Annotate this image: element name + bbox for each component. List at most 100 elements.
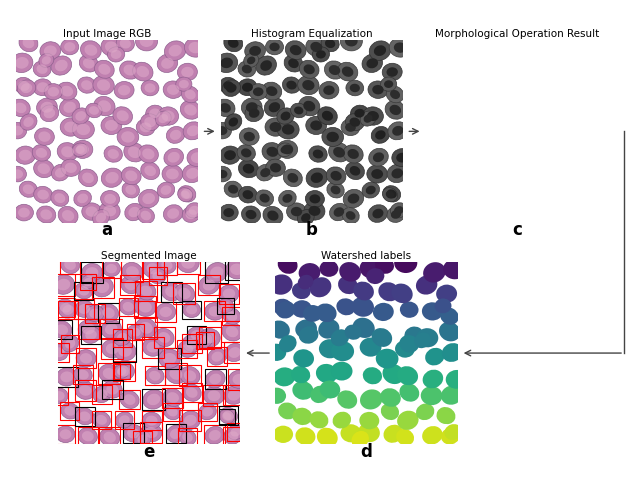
Ellipse shape [17, 80, 36, 96]
Ellipse shape [114, 341, 136, 361]
Ellipse shape [541, 62, 563, 81]
Ellipse shape [259, 194, 269, 202]
Ellipse shape [101, 38, 122, 56]
Ellipse shape [186, 305, 197, 314]
Ellipse shape [302, 80, 314, 90]
Ellipse shape [12, 169, 23, 179]
Ellipse shape [117, 127, 139, 147]
Ellipse shape [249, 84, 268, 100]
Title: Morphological Operation Result: Morphological Operation Result [435, 29, 599, 40]
Ellipse shape [280, 146, 289, 153]
Ellipse shape [63, 305, 74, 315]
Ellipse shape [424, 146, 445, 165]
Ellipse shape [81, 80, 92, 90]
Ellipse shape [316, 50, 326, 58]
Ellipse shape [262, 143, 283, 161]
Ellipse shape [166, 425, 185, 442]
Ellipse shape [15, 78, 33, 94]
Bar [205, 369, 226, 389]
Ellipse shape [278, 190, 296, 206]
Ellipse shape [383, 364, 404, 384]
Ellipse shape [35, 128, 54, 146]
Ellipse shape [349, 118, 360, 127]
Ellipse shape [113, 330, 131, 346]
Ellipse shape [369, 41, 391, 60]
Ellipse shape [93, 210, 109, 226]
Ellipse shape [56, 299, 75, 316]
Bar [178, 428, 196, 446]
Ellipse shape [593, 38, 616, 57]
Ellipse shape [545, 119, 565, 136]
Bar [81, 325, 101, 345]
Ellipse shape [145, 427, 157, 438]
Bar [163, 388, 183, 407]
Ellipse shape [119, 299, 138, 315]
Ellipse shape [122, 182, 140, 198]
Ellipse shape [278, 255, 298, 274]
Bar [81, 262, 103, 283]
Ellipse shape [481, 120, 504, 139]
Ellipse shape [187, 148, 207, 167]
Ellipse shape [488, 169, 508, 187]
Ellipse shape [246, 210, 257, 219]
Ellipse shape [416, 403, 435, 420]
Ellipse shape [244, 42, 266, 60]
Ellipse shape [186, 339, 197, 349]
Ellipse shape [249, 108, 260, 118]
Ellipse shape [38, 163, 50, 174]
Ellipse shape [387, 67, 398, 77]
Bar [56, 366, 77, 387]
Bar [198, 403, 217, 421]
Ellipse shape [142, 193, 155, 204]
Ellipse shape [351, 105, 369, 121]
Ellipse shape [355, 109, 365, 118]
Ellipse shape [199, 404, 216, 420]
Ellipse shape [51, 190, 68, 206]
Ellipse shape [383, 425, 403, 443]
Ellipse shape [513, 146, 532, 162]
Ellipse shape [342, 208, 359, 224]
Ellipse shape [306, 168, 328, 187]
Ellipse shape [533, 142, 555, 162]
Ellipse shape [33, 61, 51, 77]
Ellipse shape [224, 181, 242, 197]
Ellipse shape [226, 83, 237, 93]
Text: a: a [102, 221, 113, 239]
Bar [196, 332, 214, 348]
Ellipse shape [102, 261, 120, 277]
Ellipse shape [77, 77, 96, 93]
Bar [182, 383, 202, 402]
Ellipse shape [86, 306, 104, 321]
Ellipse shape [18, 208, 30, 217]
Ellipse shape [111, 50, 122, 59]
Ellipse shape [324, 61, 344, 79]
Ellipse shape [426, 80, 446, 97]
Bar [148, 268, 167, 285]
Ellipse shape [420, 99, 440, 117]
Ellipse shape [166, 169, 179, 179]
Ellipse shape [127, 325, 144, 339]
Ellipse shape [418, 166, 436, 182]
Ellipse shape [228, 185, 238, 194]
Ellipse shape [348, 149, 359, 159]
Ellipse shape [442, 61, 461, 78]
Ellipse shape [205, 303, 225, 320]
Ellipse shape [424, 204, 444, 221]
Ellipse shape [81, 264, 102, 282]
Bar [204, 301, 225, 321]
Ellipse shape [423, 262, 445, 282]
Bar [92, 385, 112, 403]
Bar [145, 366, 164, 385]
Ellipse shape [54, 193, 65, 203]
Ellipse shape [383, 186, 401, 202]
Ellipse shape [182, 189, 193, 199]
Ellipse shape [322, 111, 333, 121]
Ellipse shape [114, 81, 134, 99]
Ellipse shape [313, 149, 323, 159]
Ellipse shape [101, 168, 123, 187]
Ellipse shape [269, 274, 292, 295]
Ellipse shape [441, 386, 463, 405]
Ellipse shape [93, 278, 113, 297]
Bar [115, 411, 134, 429]
Ellipse shape [167, 84, 179, 95]
